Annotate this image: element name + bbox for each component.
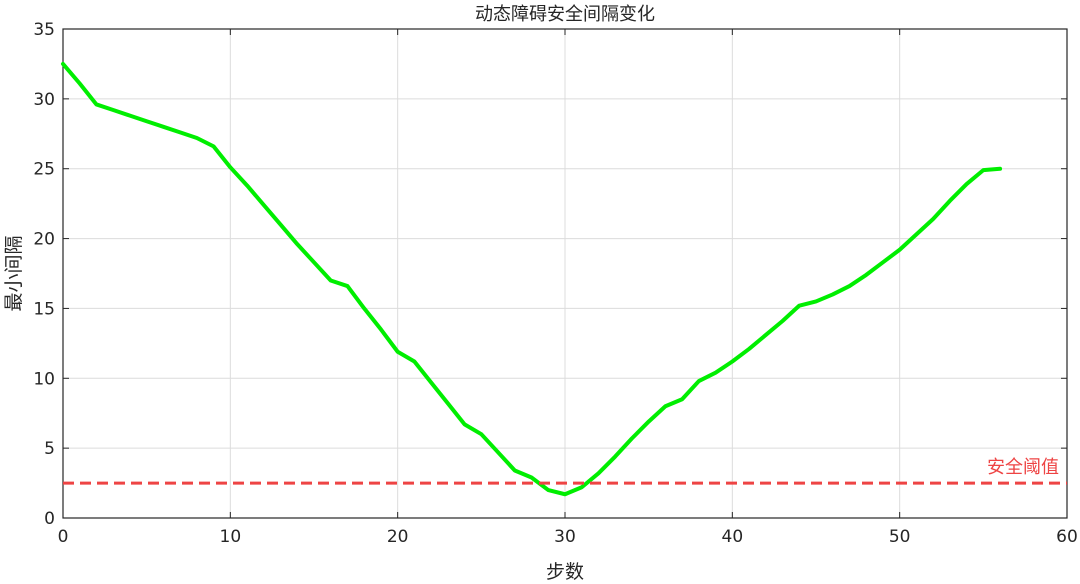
y-axis-label: 最小间隔: [3, 235, 25, 311]
threshold-label: 安全阈值: [987, 457, 1059, 478]
y-tick-label: 35: [33, 20, 55, 40]
y-tick-label: 30: [33, 90, 55, 110]
series-line: [61, 61, 1003, 497]
y-tick-label: 5: [44, 439, 55, 459]
x-tick-label: 0: [58, 527, 69, 547]
y-tick-label: 0: [44, 509, 55, 529]
x-tick-label: 50: [889, 527, 911, 547]
chart-title: 动态障碍安全间隔变化: [475, 4, 655, 25]
y-tick-label: 25: [33, 160, 55, 180]
grid: [63, 29, 1067, 518]
y-tick-label: 15: [33, 299, 55, 319]
x-tick-label: 30: [554, 527, 576, 547]
y-tick-label: 20: [33, 230, 55, 250]
series-layer: 安全阈值: [61, 61, 1067, 497]
x-tick-label: 10: [220, 527, 242, 547]
x-axis-label: 步数: [546, 561, 584, 583]
x-tick-label: 60: [1056, 527, 1078, 547]
x-tick-label: 40: [722, 527, 744, 547]
axis-ticks: 0 10 20 30 40 50 60 0 5 10 15 20 25 30 35: [33, 20, 1077, 547]
x-tick-label: 20: [387, 527, 409, 547]
y-tick-label: 10: [33, 369, 55, 389]
